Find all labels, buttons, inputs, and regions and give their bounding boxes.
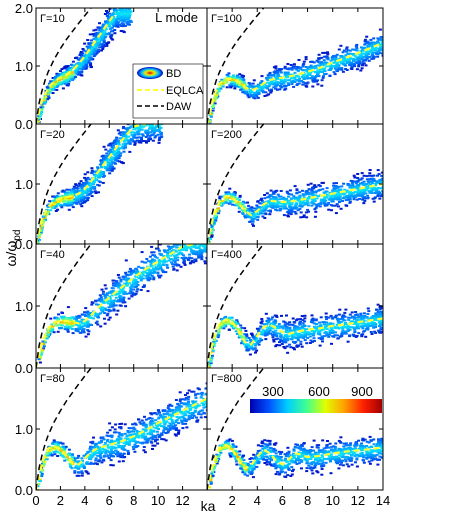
mode-label: L mode (155, 10, 198, 25)
colorbar-tick-label: 300 (262, 384, 284, 399)
y-tick-label: 1.0 (15, 422, 33, 437)
y-tick-label: 0.0 (15, 117, 33, 132)
daw-series-line (207, 368, 265, 490)
x-tick-label: 12 (175, 493, 189, 508)
panel-label: Γ=100 (211, 13, 242, 25)
panel-left-2: Γ=40 (35, 243, 208, 369)
colorbar-tick-label: 900 (351, 384, 373, 399)
daw-series-line (207, 124, 265, 244)
panel-right-2: Γ=400 (206, 243, 384, 369)
daw-series-line (36, 124, 92, 244)
x-axis-title: ka (201, 498, 216, 514)
bd-heatmap (37, 244, 207, 364)
panel-label: Γ=200 (211, 129, 242, 141)
panel-left-1: Γ=20 (35, 123, 208, 245)
eqlca-series-line (36, 244, 196, 368)
legend-bd-label: BD (166, 68, 181, 80)
y-tick-label: 1.0 (15, 59, 33, 74)
panel-left-0: Γ=10 (35, 7, 208, 125)
y-tick-label: 0.0 (15, 361, 33, 376)
daw-series-line (207, 8, 265, 124)
x-tick-label: 12 (351, 493, 365, 508)
legend-eqlca-label: EQLCA (166, 85, 204, 97)
x-tick-label: 2 (229, 493, 236, 508)
legend-bd-swatch (137, 67, 163, 79)
eqlca-series-line (36, 11, 117, 124)
eqlca-series-line (207, 443, 383, 490)
bd-heatmap (207, 28, 383, 124)
y-tick-label: 0.0 (15, 483, 33, 498)
eqlca-series-line (36, 397, 207, 490)
panel-label: Γ=20 (40, 129, 65, 141)
daw-series-line (36, 368, 92, 490)
daw-series-line (36, 244, 92, 368)
daw-series-line (207, 244, 265, 368)
colorbar-tick-label: 600 (308, 384, 330, 399)
colorbar-gradient (250, 399, 382, 413)
x-tick-label: 2 (57, 493, 64, 508)
bd-heatmap (207, 303, 383, 368)
panel-right-0: Γ=100 (206, 7, 384, 125)
x-tick-label: 6 (279, 493, 286, 508)
daw-series-line (36, 8, 92, 124)
x-tick-label: 10 (151, 493, 165, 508)
bd-heatmap (208, 434, 383, 489)
panel-right-1: Γ=200 (206, 123, 384, 245)
y-tick-label: 0.0 (15, 237, 33, 252)
x-tick-label: 4 (254, 493, 261, 508)
y-tick-label: 1.0 (15, 299, 33, 314)
panel-label: Γ=80 (40, 373, 65, 385)
panel-label: Γ=10 (40, 13, 65, 25)
panel-label: Γ=800 (211, 373, 242, 385)
eqlca-series-line (207, 41, 383, 124)
eqlca-series-line (207, 182, 383, 244)
eqlca-series-line (207, 317, 383, 368)
panel-label: Γ=400 (211, 249, 242, 261)
bd-heatmap (36, 382, 207, 490)
y-axis-title-sub: pd (12, 230, 23, 241)
y-tick-label: 1.0 (15, 177, 33, 192)
x-tick-label: 8 (304, 493, 311, 508)
y-axis-title-main: ω/ω (3, 241, 19, 267)
bd-heatmap (207, 169, 383, 243)
bd-heatmap (36, 124, 164, 244)
y-tick-label: 2.0 (15, 1, 33, 16)
x-tick-label: 6 (106, 493, 113, 508)
x-tick-label: 4 (81, 493, 88, 508)
y-axis-title: ω/ωpd (3, 230, 23, 267)
eqlca-series-line (36, 124, 147, 244)
x-tick-label: 10 (325, 493, 339, 508)
x-tick-label: 8 (130, 493, 137, 508)
x-tick-label: 0 (32, 493, 39, 508)
legend-daw-label: DAW (166, 101, 192, 113)
x-tick-label: 14 (376, 493, 390, 508)
panel-label: Γ=40 (40, 249, 65, 261)
panel-left-3: Γ=80 (35, 367, 208, 491)
panel-right-3: Γ=800 (206, 367, 384, 491)
legend: BD EQLCA DAW (132, 63, 204, 119)
colorbar: 300 600 900 (250, 384, 382, 413)
